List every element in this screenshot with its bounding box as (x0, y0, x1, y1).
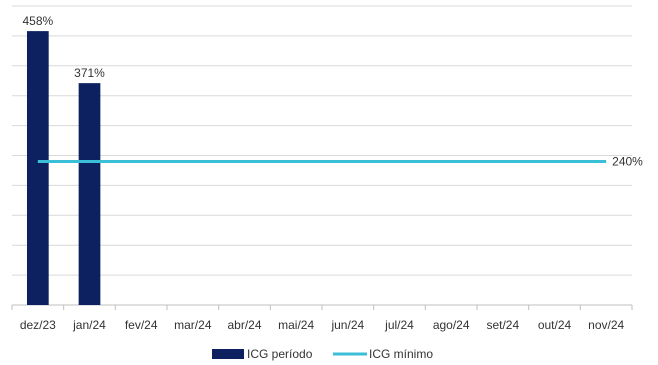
x-tick-label: fev/24 (125, 318, 158, 332)
x-tick-label: jan/24 (72, 318, 106, 332)
bar (26, 31, 49, 306)
x-tick-label: dez/23 (20, 318, 56, 332)
legend-swatch-icg-periodo (212, 349, 244, 359)
bar-series-icg-periodo (26, 31, 101, 306)
bar-data-label: 371% (74, 66, 105, 80)
x-tick-label: out/24 (538, 318, 572, 332)
gridlines (12, 5, 632, 306)
x-tick-label: ago/24 (433, 318, 470, 332)
legend: ICG período ICG mínimo (212, 347, 433, 361)
x-tick-label: jun/24 (330, 318, 364, 332)
x-tick-label: mai/24 (278, 318, 314, 332)
bar-data-label: 458% (22, 14, 53, 28)
data-labels: 458% 371% 240% (22, 14, 643, 168)
x-tick-label: nov/24 (588, 318, 624, 332)
x-tick-label: jul/24 (384, 318, 414, 332)
x-tick-label: abr/24 (227, 318, 261, 332)
line-end-label: 240% (612, 154, 643, 168)
bar (78, 83, 101, 305)
x-axis-ticks: dez/23 jan/24 fev/24 mar/24 abr/24 mai/24 jun/… (11, 305, 633, 332)
x-tick-label: mar/24 (174, 318, 212, 332)
legend-label-icg-periodo: ICG período (247, 347, 313, 361)
legend-label-icg-minimo: ICG mínimo (369, 347, 433, 361)
x-tick-label: set/24 (486, 318, 519, 332)
